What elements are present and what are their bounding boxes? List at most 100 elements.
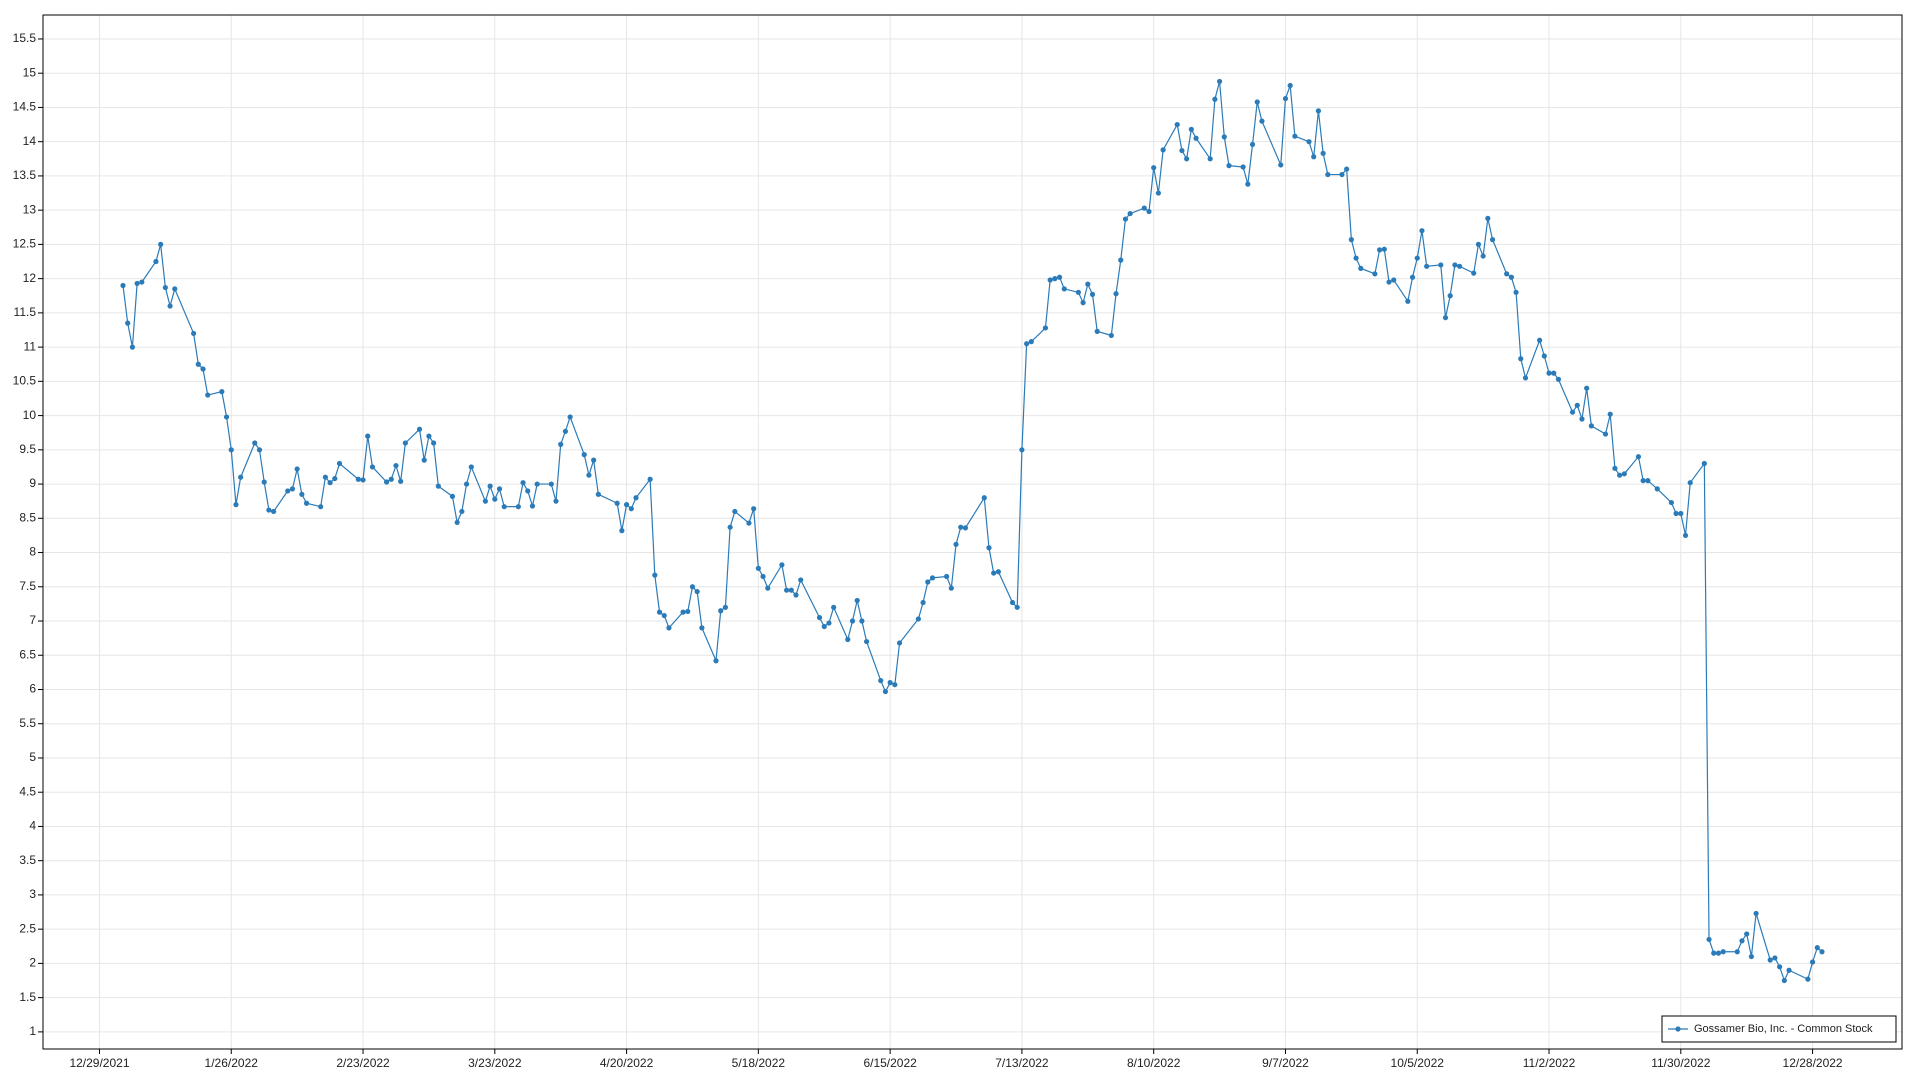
x-tick-label: 5/18/2022 [732,1056,786,1070]
data-point [1781,977,1787,984]
data-point [1311,154,1317,160]
data-point [1409,274,1416,280]
x-tick-label: 11/2/2022 [1523,1056,1576,1070]
data-point [1405,298,1411,304]
data-point [1108,332,1114,339]
data-point [219,389,225,395]
data-point [233,502,239,508]
data-point [1475,241,1482,247]
data-point [388,476,394,482]
x-tick-label: 1/26/2022 [205,1056,259,1070]
data-point [1682,532,1689,539]
series-line [122,81,1823,983]
data-point [172,286,178,292]
data-point [652,572,658,578]
data-point [1216,78,1223,85]
data-point [496,486,503,492]
data-point [1155,190,1161,196]
data-point [1541,353,1547,359]
data-point [1569,409,1576,415]
data-point [1579,416,1585,422]
data-point [1551,370,1557,376]
y-tick-label: 3 [29,887,36,901]
data-point [1089,291,1096,297]
data-point [482,498,488,504]
y-tick-label: 10 [23,408,37,422]
data-point [1122,216,1129,222]
data-point [1179,147,1185,154]
data-point [318,504,324,510]
data-point [689,584,696,590]
data-point [1645,478,1651,484]
data-point [619,528,625,534]
data-point [784,587,790,593]
data-point [529,503,536,509]
y-tick-label: 14.5 [13,100,37,114]
data-point [586,472,592,478]
data-point [153,258,159,265]
data-point [1447,293,1453,299]
x-tick-label: 6/15/2022 [863,1056,917,1070]
data-point [1019,447,1025,453]
data-point [1221,134,1227,140]
data-point [1259,118,1265,124]
data-point [944,573,950,580]
data-point [1518,356,1524,362]
data-point [299,491,305,497]
data-point [463,481,470,487]
data-point [1748,953,1754,960]
data-point [1715,950,1722,956]
y-tick-label: 7.5 [19,579,36,593]
data-point [793,592,799,598]
data-point [896,640,903,646]
data-point [1094,328,1100,334]
data-point [591,457,597,463]
data-point [1546,370,1552,376]
data-point [369,464,376,470]
data-point [1245,181,1251,187]
legend-marker [1675,1026,1681,1032]
data-point [1042,325,1049,331]
data-point [261,479,267,485]
data-point [920,599,926,606]
data-point [1814,945,1820,951]
data-point [694,588,700,595]
data-point [1141,205,1147,211]
data-point [468,464,474,470]
data-point [322,474,328,480]
y-tick-label: 1 [29,1024,36,1038]
data-point [1075,289,1081,295]
data-point [779,562,785,568]
data-point [365,433,371,439]
data-point [1146,208,1152,215]
data-point [492,496,498,502]
data-point [1028,339,1034,345]
data-point [1372,271,1378,277]
data-point [1555,376,1562,382]
data-point [1080,300,1086,306]
data-point [915,616,921,622]
data-point [553,498,559,504]
data-point [882,688,889,695]
data-point [1240,164,1246,170]
data-point [1339,171,1345,178]
data-point [1118,257,1124,263]
data-point [1635,454,1642,460]
data-point [1819,949,1825,955]
data-point [1348,237,1354,243]
x-tick-label: 12/28/2022 [1783,1056,1843,1070]
data-point [562,428,569,434]
data-point [1513,289,1519,295]
data-point [1306,139,1312,145]
data-point [1047,277,1053,283]
data-point [995,569,1001,575]
data-point [816,614,823,621]
data-point [1056,274,1063,280]
data-point [1471,270,1477,276]
data-point [1720,949,1726,955]
data-point [266,507,272,513]
data-point [755,565,761,571]
data-point [1617,472,1623,478]
data-point [1061,286,1067,292]
